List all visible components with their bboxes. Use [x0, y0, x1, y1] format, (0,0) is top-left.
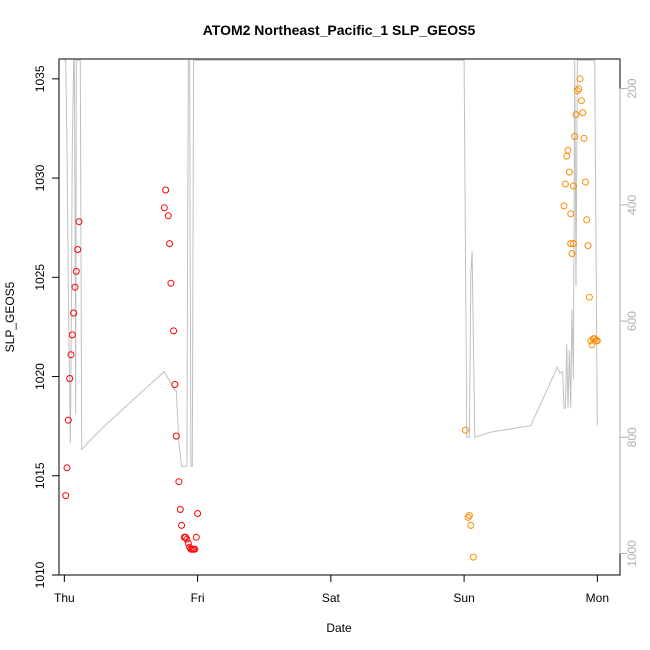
x-tick-label: Mon [586, 591, 609, 605]
data-point [560, 202, 568, 210]
data-point [172, 432, 180, 440]
data-point [63, 464, 71, 472]
data-point [469, 553, 477, 561]
data-point [465, 512, 473, 519]
data-point [72, 267, 80, 275]
data-point [75, 218, 83, 226]
chart-title: ATOM2 Northeast_Pacific_1 SLP_GEOS5 [203, 22, 476, 38]
data-point [585, 293, 593, 301]
y-axis: 1010 1015 1020 1025 1030 1035 [33, 65, 60, 588]
right-y-tick-label: 600 [625, 311, 639, 331]
data-point [171, 381, 179, 388]
data-point [167, 279, 175, 287]
data-point [569, 182, 577, 190]
data-point [66, 375, 74, 382]
y-tick-label: 1010 [33, 561, 47, 588]
data-point [164, 212, 172, 220]
y-tick-label: 1030 [33, 164, 47, 191]
data-point [564, 146, 572, 154]
background-line-layer [64, 59, 598, 467]
y-tick-label: 1035 [33, 65, 47, 92]
data-point [71, 283, 79, 291]
data-point [575, 85, 583, 93]
data-point [583, 216, 591, 224]
data-point [184, 539, 192, 547]
data-point [580, 134, 588, 142]
data-point [166, 240, 174, 248]
right-y-axis: 200 400 600 800 1000 [619, 78, 639, 567]
data-point [464, 513, 472, 521]
data-point [561, 180, 569, 188]
data-point [571, 132, 579, 140]
data-point [191, 545, 199, 553]
data-point [160, 204, 168, 212]
data-point [461, 426, 469, 434]
right-y-tick-label: 400 [625, 195, 639, 215]
data-point [67, 351, 75, 359]
data-point [62, 492, 70, 500]
data-point [567, 240, 575, 248]
data-point [565, 168, 573, 176]
x-tick-label: Fri [191, 591, 205, 605]
data-point [70, 309, 78, 317]
data-point [68, 331, 76, 339]
data-point [192, 533, 200, 541]
data-point [577, 97, 585, 105]
plot-frame [58, 58, 621, 576]
data-point [74, 246, 82, 253]
y-tick-label: 1020 [33, 363, 47, 390]
data-point [576, 75, 584, 83]
data-point [175, 478, 183, 486]
right-y-tick-label: 1000 [625, 540, 639, 567]
data-point [162, 186, 170, 194]
data-point [170, 327, 178, 335]
x-tick-label: Thu [54, 591, 75, 605]
data-point [572, 111, 580, 119]
data-point [467, 521, 475, 529]
data-point [567, 210, 575, 218]
x-tick-label: Sat [322, 591, 341, 605]
data-point [176, 506, 184, 513]
data-point [182, 533, 190, 541]
x-axis-label: Date [326, 621, 352, 635]
data-point [183, 535, 191, 543]
data-point [581, 178, 589, 186]
points-layer [62, 75, 601, 561]
data-point [584, 242, 592, 250]
y-axis-label: SLP_GEOS5 [3, 281, 17, 352]
x-axis: Thu Fri Sat Sun Mon [54, 574, 609, 605]
data-point [579, 109, 587, 117]
data-point [178, 521, 186, 529]
right-y-tick-label: 800 [625, 427, 639, 447]
right-y-tick-label: 200 [625, 78, 639, 98]
x-tick-label: Sun [453, 591, 474, 605]
y-tick-label: 1025 [33, 264, 47, 291]
y-tick-label: 1015 [33, 462, 47, 489]
data-point [593, 337, 601, 345]
data-point [569, 240, 577, 248]
data-point [194, 510, 202, 517]
data-point [568, 250, 576, 257]
data-point [563, 152, 571, 160]
data-point [573, 87, 581, 95]
background-series-line [64, 59, 598, 467]
data-point [64, 416, 72, 424]
